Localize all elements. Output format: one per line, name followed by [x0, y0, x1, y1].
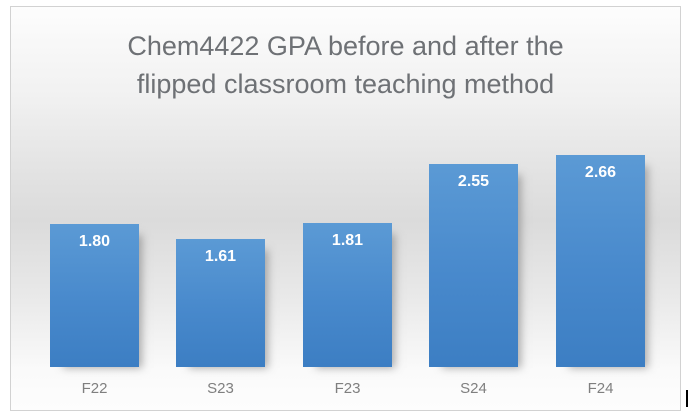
data-label: 1.80: [78, 233, 111, 250]
chart-object[interactable]: Chem4422 GPA before and after the flippe…: [10, 6, 681, 411]
bar-F22[interactable]: 1.80: [50, 224, 139, 367]
chart-title-line-1: Chem4422 GPA before and after the: [127, 31, 564, 61]
plot-area: 1.80 F22 1.61 S23 1.81 F23 2.55 S24 2.66 F24: [11, 7, 682, 412]
category-label-S24: S24: [460, 380, 487, 397]
chart-title: Chem4422 GPA before and after the flippe…: [11, 27, 680, 103]
data-label: 1.61: [204, 248, 237, 265]
data-label: 1.81: [331, 232, 364, 249]
bar-F24[interactable]: 2.66: [556, 155, 645, 367]
data-label: 2.66: [584, 164, 617, 181]
category-label-F23: F23: [334, 380, 361, 397]
bar-S24[interactable]: 2.55: [429, 164, 518, 367]
category-label-F24: F24: [587, 380, 614, 397]
text-cursor-caret: [686, 390, 688, 407]
category-label-F22: F22: [81, 380, 108, 397]
category-label-S23: S23: [207, 380, 234, 397]
data-label: 2.55: [457, 173, 490, 190]
chart-title-line-2: flipped classroom teaching method: [136, 69, 555, 99]
bar-S23[interactable]: 1.61: [176, 239, 265, 367]
bar-F23[interactable]: 1.81: [303, 223, 392, 367]
